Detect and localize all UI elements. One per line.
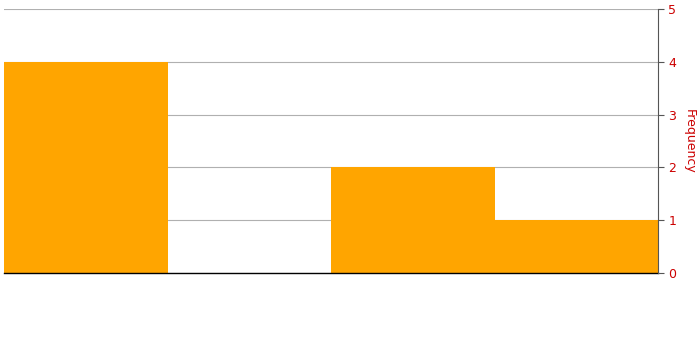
Bar	[331, 167, 494, 273]
Bar	[4, 62, 167, 273]
Bar	[494, 220, 658, 273]
Y-axis label: Frequency: Frequency	[682, 109, 696, 174]
